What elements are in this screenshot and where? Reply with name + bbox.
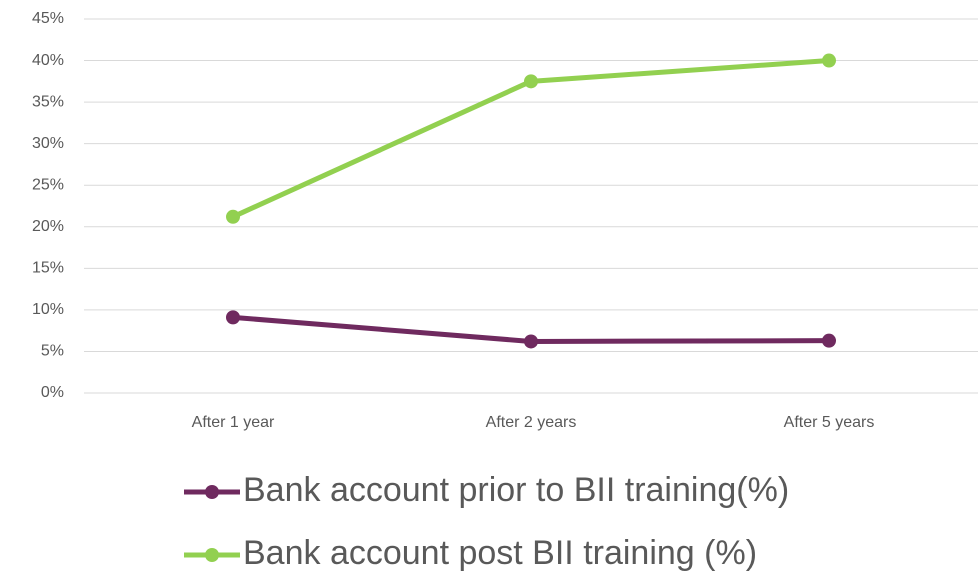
data-point [226, 310, 240, 325]
y-tick-label: 5% [41, 343, 64, 360]
y-tick-label: 10% [32, 301, 64, 318]
x-tick-label: After 1 year [192, 414, 275, 431]
y-tick-label: 15% [32, 260, 64, 277]
y-tick-label: 40% [32, 52, 64, 69]
data-point [226, 209, 240, 224]
y-tick-label: 0% [41, 384, 64, 401]
data-point [822, 53, 836, 68]
legend-label: Bank account post BII training (%) [243, 534, 757, 572]
y-tick-label: 20% [32, 218, 64, 235]
y-tick-label: 35% [32, 93, 64, 110]
data-point [524, 74, 538, 89]
data-point [822, 333, 836, 348]
legend-marker [205, 548, 219, 562]
y-tick-label: 25% [32, 176, 64, 193]
y-tick-label: 45% [32, 10, 64, 27]
x-tick-label: After 5 years [784, 414, 875, 431]
legend-label: Bank account prior to BII training(%) [243, 471, 789, 509]
legend-marker [205, 485, 219, 499]
y-tick-label: 30% [32, 135, 64, 152]
x-tick-label: After 2 years [486, 414, 577, 431]
data-point [524, 334, 538, 349]
